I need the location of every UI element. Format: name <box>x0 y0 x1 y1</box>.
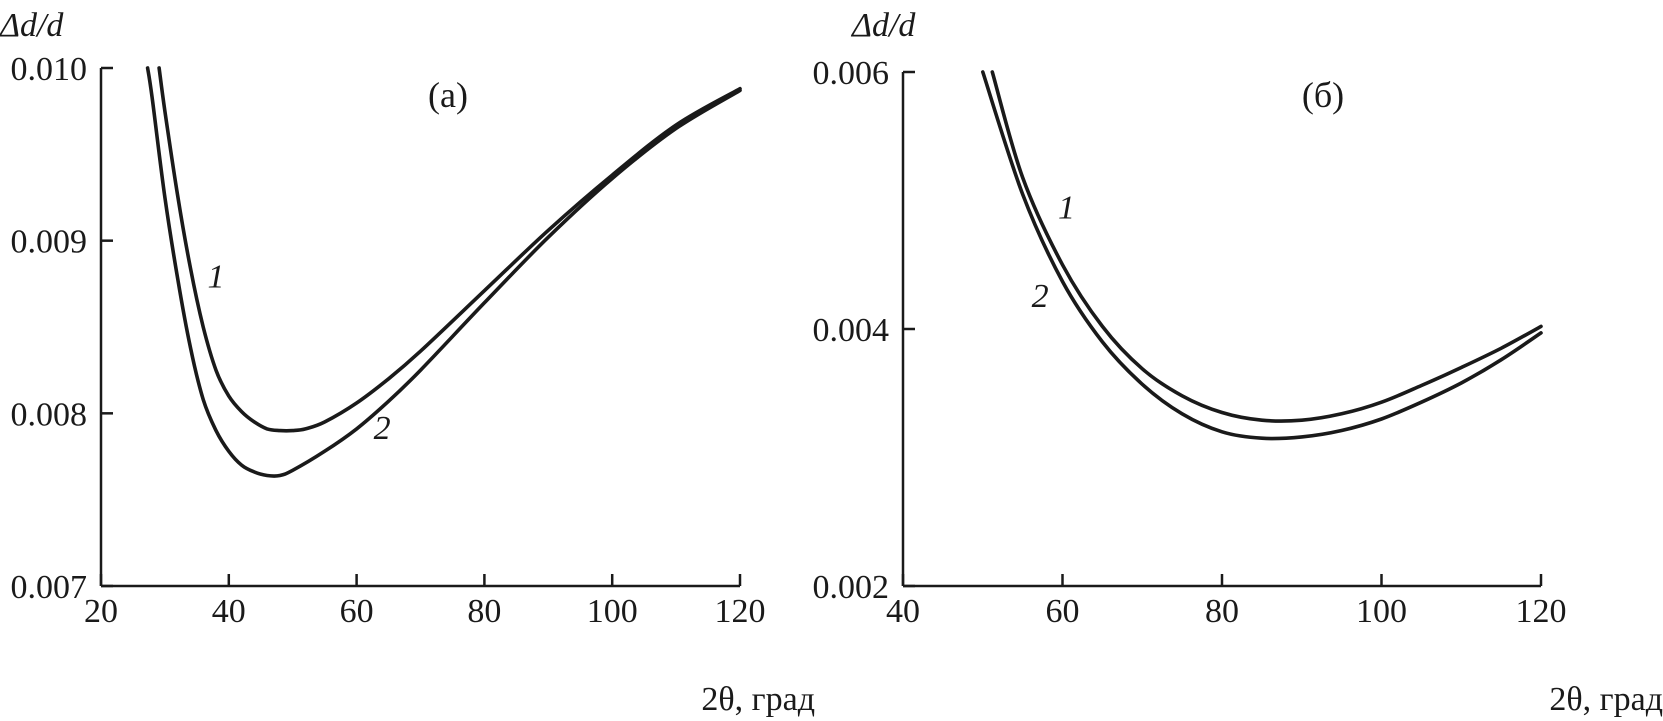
x-tick-label: 120 <box>715 593 766 630</box>
x-tick-label: 80 <box>1205 593 1239 630</box>
curve-label: 1 <box>208 258 225 295</box>
chart-panel-b: Δd/d (б) 2θ, град 40 60 80 100 120 0.002 0.004… <box>813 7 1663 718</box>
x-tick-label: 20 <box>84 593 118 630</box>
series-line-2 <box>145 66 742 478</box>
x-tick-label: 80 <box>467 593 501 630</box>
series-layer <box>981 70 1543 441</box>
y-tick-label: 0.007 <box>11 569 88 606</box>
x-axis-title: 2θ, град <box>701 681 815 718</box>
y-tick-label: 0.004 <box>813 312 890 349</box>
annotation-layer: 12 <box>1032 189 1075 315</box>
x-tick-label: 100 <box>1356 593 1407 630</box>
y-tick-label: 0.002 <box>813 569 890 606</box>
series-line-1 <box>157 66 742 433</box>
annotation-layer: 12 <box>208 258 391 447</box>
y-axis-title: Δd/d <box>850 7 916 44</box>
series-layer <box>145 66 742 478</box>
chart-panel-a: Δd/d (а) 2θ, град 20 40 60 80 100 120 0.007 0.0… <box>0 7 815 718</box>
tick-layer: 40 60 80 100 120 0.002 0.004 0.006 <box>813 55 1567 630</box>
x-tick-label: 60 <box>340 593 374 630</box>
y-tick-label: 0.010 <box>11 51 88 88</box>
curve-label: 2 <box>1032 278 1049 315</box>
x-tick-label: 100 <box>587 593 638 630</box>
panel-label: (б) <box>1302 75 1344 115</box>
tick-layer: 20 40 60 80 100 120 0.007 0.008 0.009 0.010 <box>11 51 766 630</box>
curve-label: 1 <box>1058 189 1075 226</box>
y-axis-title: Δd/d <box>0 7 64 44</box>
x-tick-label: 40 <box>886 593 920 630</box>
y-tick-label: 0.009 <box>11 224 88 261</box>
x-axis-title: 2θ, град <box>1549 681 1663 718</box>
x-tick-label: 40 <box>212 593 246 630</box>
y-tick-label: 0.006 <box>813 55 890 92</box>
panel-label: (а) <box>428 75 468 115</box>
y-tick-label: 0.008 <box>11 396 88 433</box>
x-tick-label: 60 <box>1046 593 1080 630</box>
curve-label: 2 <box>374 410 391 447</box>
series-line-1 <box>990 70 1543 423</box>
series-line-2 <box>981 70 1543 441</box>
x-tick-label: 120 <box>1516 593 1567 630</box>
